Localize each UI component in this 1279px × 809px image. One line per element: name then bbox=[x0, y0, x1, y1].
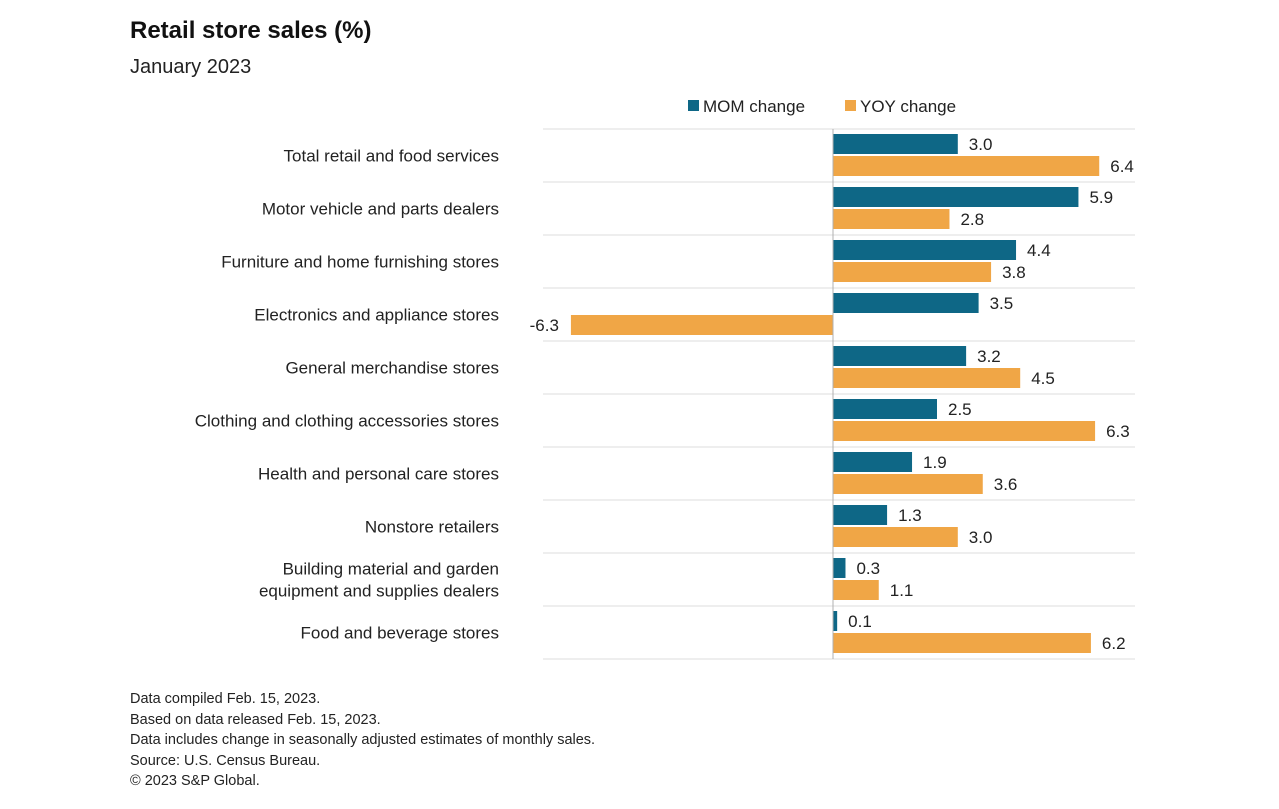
data-label: 5.9 bbox=[1089, 188, 1113, 207]
note-released: Based on data released Feb. 15, 2023. bbox=[130, 711, 381, 728]
bar-yoy bbox=[833, 421, 1096, 441]
data-label: 1.3 bbox=[898, 506, 922, 525]
chart-title: Retail store sales (%) bbox=[130, 17, 372, 44]
data-label: 6.3 bbox=[1106, 422, 1130, 441]
legend-label-1: YOY change bbox=[860, 97, 956, 116]
data-label: 2.5 bbox=[948, 400, 972, 419]
bar-yoy bbox=[570, 315, 833, 335]
data-label: 2.8 bbox=[960, 210, 984, 229]
bar-mom bbox=[833, 346, 967, 366]
data-label: 1.1 bbox=[890, 581, 914, 600]
category-label: Food and beverage stores bbox=[301, 624, 499, 643]
bar-chart: MOM change YOY change Total retail and foo… bbox=[195, 97, 1135, 660]
legend-label-0: MOM change bbox=[703, 97, 805, 116]
bar-mom bbox=[833, 187, 1079, 207]
category-label: Health and personal care stores bbox=[258, 465, 499, 484]
category-label: Electronics and appliance stores bbox=[254, 306, 499, 325]
bar-mom bbox=[833, 293, 979, 313]
data-label: 4.4 bbox=[1027, 241, 1051, 260]
data-label: 6.4 bbox=[1110, 157, 1134, 176]
note-compiled: Data compiled Feb. 15, 2023. bbox=[130, 691, 321, 707]
bar-yoy bbox=[833, 156, 1100, 176]
bar-mom bbox=[833, 611, 838, 631]
chart-subtitle: January 2023 bbox=[130, 56, 252, 78]
category-label: General merchandise stores bbox=[285, 359, 499, 378]
bar-yoy bbox=[833, 633, 1091, 653]
data-label: 4.5 bbox=[1031, 369, 1055, 388]
bar-yoy bbox=[833, 527, 958, 547]
bar-mom bbox=[833, 134, 958, 154]
category-label: Nonstore retailers bbox=[365, 518, 499, 537]
data-label: 3.2 bbox=[977, 347, 1001, 366]
bar-mom bbox=[833, 452, 913, 472]
category-label: Building material and garden bbox=[283, 560, 499, 579]
note-source: Source: U.S. Census Bureau. bbox=[130, 752, 321, 769]
bar-mom bbox=[833, 558, 846, 578]
data-label: 3.5 bbox=[990, 294, 1014, 313]
category-label: Total retail and food services bbox=[284, 147, 499, 166]
data-label: 0.1 bbox=[848, 612, 872, 631]
data-label: 6.2 bbox=[1102, 634, 1126, 653]
note-description: Data includes change in seasonally adjus… bbox=[130, 732, 596, 748]
bar-mom bbox=[833, 240, 1017, 260]
note-copyright: © 2023 S&P Global. bbox=[130, 773, 260, 789]
category-label: equipment and supplies dealers bbox=[259, 582, 499, 601]
bar-yoy bbox=[833, 580, 879, 600]
footnotes: Data compiled Feb. 15, 2023. Based on da… bbox=[130, 689, 595, 792]
data-label: 3.0 bbox=[969, 135, 993, 154]
bar-yoy bbox=[833, 209, 950, 229]
bar-yoy bbox=[833, 368, 1021, 388]
data-label: -6.3 bbox=[530, 316, 559, 335]
data-label: 0.3 bbox=[856, 559, 880, 578]
category-label: Motor vehicle and parts dealers bbox=[262, 200, 499, 219]
data-label: 3.8 bbox=[1002, 263, 1026, 282]
bar-yoy bbox=[833, 262, 992, 282]
data-label: 3.0 bbox=[969, 528, 993, 547]
legend-swatch-1 bbox=[845, 100, 856, 111]
data-label: 1.9 bbox=[923, 453, 947, 472]
data-label: 3.6 bbox=[994, 475, 1018, 494]
bar-yoy bbox=[833, 474, 983, 494]
category-label: Clothing and clothing accessories stores bbox=[195, 412, 499, 431]
legend-swatch-0 bbox=[688, 100, 699, 111]
bar-mom bbox=[833, 505, 888, 525]
bar-mom bbox=[833, 399, 937, 419]
category-label: Furniture and home furnishing stores bbox=[221, 253, 499, 272]
